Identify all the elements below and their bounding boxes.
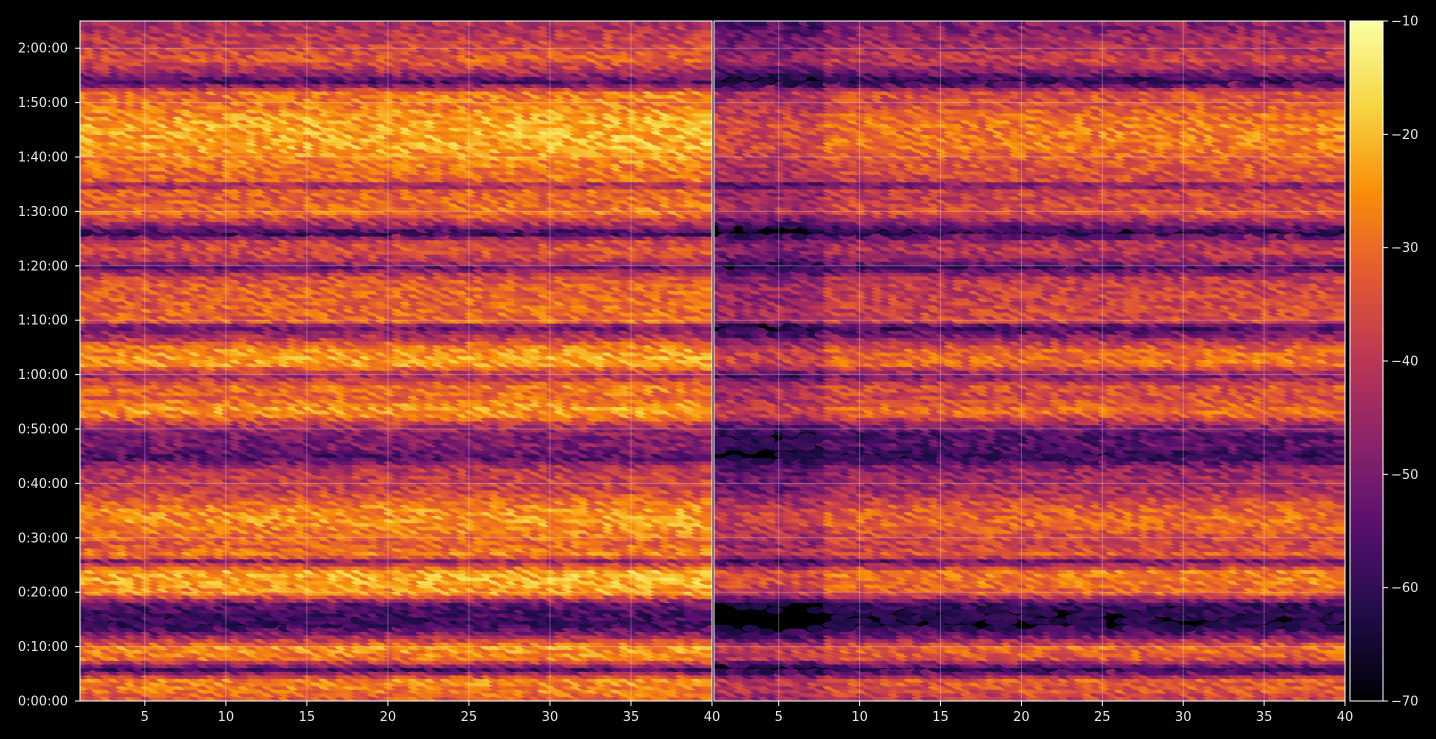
heatmap-cells-left — [80, 21, 712, 701]
heatmap-panel-left — [79, 20, 713, 702]
